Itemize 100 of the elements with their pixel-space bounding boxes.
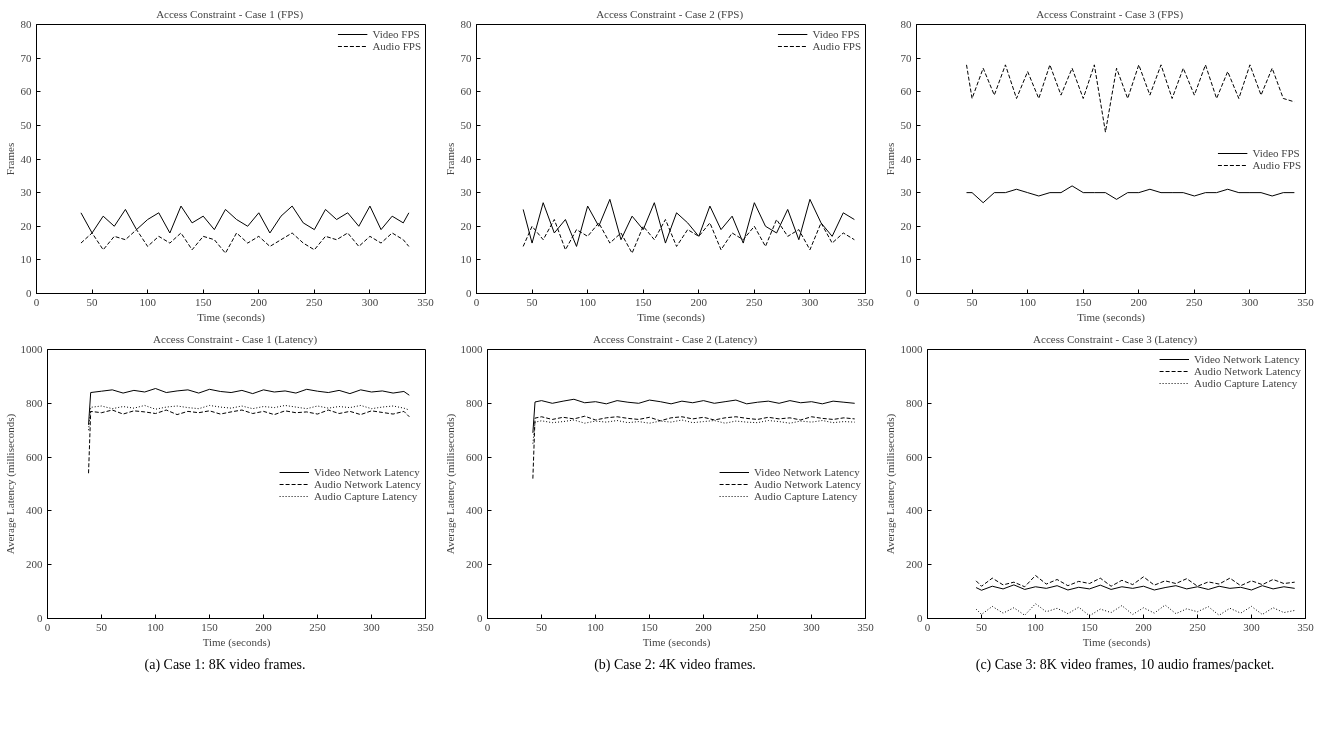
x-tick-label: 100 xyxy=(1019,295,1037,308)
x-tick-label: 150 xyxy=(641,620,659,633)
y-tick-label: 20 xyxy=(460,219,472,232)
y-tick-label: 600 xyxy=(466,450,483,463)
chart-title: Access Constraint - Case 2 (Latency) xyxy=(593,332,758,346)
x-axis-title: Time (seconds) xyxy=(1077,310,1146,324)
x-tick-label: 100 xyxy=(587,620,605,633)
y-tick-label: 0 xyxy=(477,612,483,624)
y-tick-label: 10 xyxy=(460,253,472,266)
y-tick-label: 10 xyxy=(20,253,32,266)
x-tick-label: 250 xyxy=(1189,620,1207,633)
y-tick-label: 80 xyxy=(460,18,472,30)
y-tick-label: 400 xyxy=(26,504,43,517)
x-tick-label: 250 xyxy=(746,295,764,308)
chart-title: Access Constraint - Case 1 (FPS) xyxy=(156,7,304,21)
y-tick-label: 800 xyxy=(466,396,483,409)
x-tick-label: 50 xyxy=(536,620,548,633)
y-axis-title: Frames xyxy=(883,142,896,176)
x-axis-title: Time (seconds) xyxy=(197,310,266,324)
chart-title: Access Constraint - Case 3 (FPS) xyxy=(1036,7,1184,21)
x-tick-label: 100 xyxy=(147,620,165,633)
legend-label: Audio Capture Latency xyxy=(754,489,858,502)
x-tick-label: 100 xyxy=(579,295,597,308)
legend-label: Video Network Latency xyxy=(1194,353,1300,365)
x-tick-label: 150 xyxy=(634,295,652,308)
y-tick-label: 1000 xyxy=(900,343,923,355)
y-tick-label: 60 xyxy=(900,85,912,98)
x-tick-label: 50 xyxy=(966,295,979,308)
x-tick-label: 50 xyxy=(976,620,988,633)
x-tick-label: 250 xyxy=(309,620,327,633)
y-tick-label: 400 xyxy=(466,504,483,517)
x-tick-label: 200 xyxy=(255,620,273,633)
y-tick-label: 20 xyxy=(900,219,912,232)
y-tick-label: 40 xyxy=(900,152,912,165)
y-axis-title: Frames xyxy=(3,142,16,176)
y-tick-label: 600 xyxy=(906,450,923,463)
x-tick-label: 200 xyxy=(1130,295,1148,308)
legend-label: Audio Network Latency xyxy=(1194,365,1301,377)
x-tick-label: 250 xyxy=(306,295,324,308)
x-axis-title: Time (seconds) xyxy=(202,635,271,649)
y-tick-label: 200 xyxy=(26,558,43,571)
x-axis-title: Time (seconds) xyxy=(642,635,711,649)
legend-label: Video FPS xyxy=(812,28,860,40)
x-tick-label: 0 xyxy=(924,620,931,633)
x-tick-label: 350 xyxy=(1297,295,1315,308)
legend-label: Audio Capture Latency xyxy=(314,489,418,502)
y-tick-label: 800 xyxy=(906,396,923,409)
x-tick-label: 300 xyxy=(803,620,821,633)
x-tick-label: 50 xyxy=(96,620,108,633)
x-tick-label: 150 xyxy=(1081,620,1099,633)
y-axis-title: Average Latency (milliseconds) xyxy=(883,413,897,555)
y-tick-label: 80 xyxy=(900,18,912,30)
y-tick-label: 40 xyxy=(460,152,472,165)
legend-label: Audio FPS xyxy=(372,40,421,52)
y-tick-label: 0 xyxy=(906,287,912,299)
x-tick-label: 350 xyxy=(417,295,435,308)
text: (b) Case 2: 4K video frames. xyxy=(594,656,756,674)
y-tick-label: 60 xyxy=(20,85,32,98)
y-tick-label: 800 xyxy=(26,396,43,409)
x-tick-label: 200 xyxy=(250,295,268,308)
legend-label: Audio FPS xyxy=(812,40,861,52)
x-tick-label: 200 xyxy=(1135,620,1153,633)
legend-label: Audio Network Latency xyxy=(754,477,861,490)
x-tick-label: 300 xyxy=(363,620,381,633)
x-tick-label: 150 xyxy=(1074,295,1092,308)
x-tick-label: 0 xyxy=(44,620,51,633)
legend-label: Video Network Latency xyxy=(314,465,420,478)
x-tick-label: 350 xyxy=(857,620,875,633)
y-tick-label: 0 xyxy=(37,612,43,624)
x-tick-label: 150 xyxy=(194,295,212,308)
x-tick-label: 350 xyxy=(1297,620,1315,633)
legend-label: Audio FPS xyxy=(1252,158,1301,171)
x-axis-title: Time (seconds) xyxy=(1082,635,1151,649)
y-tick-label: 0 xyxy=(26,287,32,299)
x-tick-label: 300 xyxy=(1243,620,1261,633)
y-tick-label: 200 xyxy=(466,558,483,571)
text: (a) Case 1: 8K video frames. xyxy=(144,656,306,674)
y-axis-title: Average Latency (milliseconds) xyxy=(443,413,457,555)
x-tick-label: 350 xyxy=(417,620,435,633)
y-tick-label: 60 xyxy=(460,85,472,98)
legend-label: Video FPS xyxy=(1252,146,1300,159)
x-tick-label: 350 xyxy=(857,295,875,308)
legend-label: Audio Network Latency xyxy=(314,477,421,490)
y-tick-label: 0 xyxy=(917,612,923,624)
x-tick-label: 300 xyxy=(801,295,819,308)
legend-label: Audio Capture Latency xyxy=(1194,377,1298,389)
x-tick-label: 50 xyxy=(86,295,99,308)
y-tick-label: 30 xyxy=(900,186,912,199)
y-tick-label: 20 xyxy=(20,219,32,232)
x-tick-label: 200 xyxy=(695,620,713,633)
y-tick-label: 30 xyxy=(20,186,32,199)
x-tick-label: 150 xyxy=(201,620,219,633)
y-tick-label: 1000 xyxy=(460,343,483,355)
x-tick-label: 200 xyxy=(690,295,708,308)
x-tick-label: 50 xyxy=(526,295,539,308)
y-tick-label: 30 xyxy=(460,186,472,199)
y-axis-title: Frames xyxy=(443,142,456,176)
y-tick-label: 70 xyxy=(900,51,912,64)
legend-label: Video Network Latency xyxy=(754,465,860,478)
x-tick-label: 0 xyxy=(484,620,491,633)
